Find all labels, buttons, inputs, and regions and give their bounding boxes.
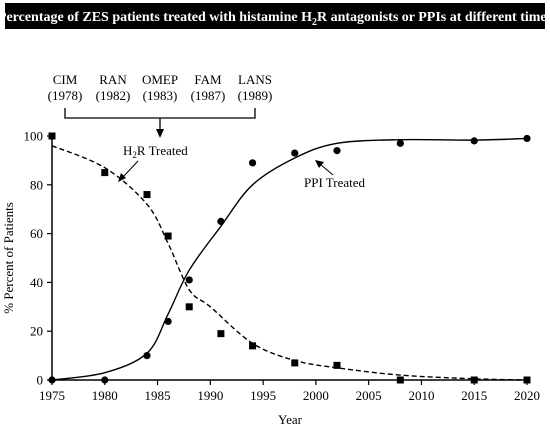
arrow-icon (118, 173, 126, 182)
ppi-label: PPI Treated (304, 175, 366, 190)
x-axis-label: Year (278, 412, 303, 427)
ppi-point (248, 159, 257, 167)
x-ticks: 1975 1980 1985 1990 1995 2000 2005 2010 2015 2020 (39, 380, 540, 403)
ppi-fit-line (51, 137, 528, 381)
h2r-point (48, 132, 56, 140)
ppi-point (523, 134, 531, 143)
ppi-point (143, 352, 151, 360)
drug-bracket (64, 108, 256, 138)
drug-year: (1978) (48, 88, 83, 103)
series-lines (51, 137, 528, 381)
h2r-point (101, 169, 109, 177)
h2r-point (164, 232, 172, 240)
h2r-point (470, 376, 478, 384)
drug-name: FAM (194, 72, 222, 87)
h2r-point (185, 303, 193, 311)
x-tick-label: 2000 (303, 388, 329, 403)
h2r-annotation: H2R Treated (118, 143, 188, 182)
arrow-icon (315, 160, 324, 168)
y-tick-label: 80 (30, 177, 43, 192)
drug-year: (1982) (96, 88, 131, 103)
series-points (48, 132, 531, 384)
x-tick-label: 2005 (356, 388, 382, 403)
x-tick-label: 2015 (461, 388, 487, 403)
drug-year: (1983) (143, 88, 178, 103)
y-tick-label: 0 (37, 373, 44, 388)
drug-name: CIM (53, 72, 78, 87)
h2r-label: H2R Treated (123, 143, 188, 160)
ppi-point (48, 376, 56, 384)
drug-name: OMEP (142, 72, 178, 87)
drug-year: (1987) (191, 88, 226, 103)
ppi-point (470, 137, 478, 145)
h2r-point (291, 359, 299, 367)
ppi-point (185, 276, 193, 284)
drug-name: LANS (238, 72, 272, 87)
ppi-point (164, 317, 172, 326)
ppi-point (333, 147, 341, 155)
y-tick-label: 60 (30, 226, 43, 241)
ppi-point (396, 139, 404, 147)
drug-name: RAN (99, 72, 127, 87)
x-tick-label: 1995 (250, 388, 276, 403)
h2r-point (396, 376, 404, 384)
y-tick-label: 40 (30, 275, 43, 290)
x-tick-label: 1990 (197, 388, 223, 403)
ppi-point (101, 376, 109, 384)
axes (51, 135, 527, 381)
h2r-point (249, 342, 257, 350)
x-tick-label: 1980 (92, 388, 118, 403)
y-axis-label: % Percent of Patients (1, 202, 16, 314)
ppi-point (217, 217, 225, 225)
x-tick-label: 1985 (145, 388, 171, 403)
arrow-down-icon (156, 129, 164, 138)
x-tick-label: 2020 (514, 388, 540, 403)
ppi-annotation: PPI Treated (304, 160, 366, 190)
h2r-point (523, 376, 531, 384)
title-banner (5, 3, 545, 29)
h2r-fit-line (51, 145, 528, 381)
y-tick-label: 100 (24, 129, 44, 144)
h2r-point (143, 191, 151, 199)
h2r-point (217, 330, 225, 338)
x-tick-label: 1975 (39, 388, 65, 403)
y-tick-label: 20 (30, 324, 43, 339)
drug-year: (1989) (238, 88, 273, 103)
chart-title: Percentage of ZES patients treated with … (0, 10, 550, 28)
y-ticks: 0 20 40 60 80 100 (24, 129, 52, 388)
drug-labels: CIM(1978) RAN(1982) OMEP(1983) FAM(1987) LAN… (48, 72, 273, 103)
ppi-point (291, 149, 299, 157)
h2r-point (333, 361, 341, 369)
x-tick-label: 2010 (408, 388, 434, 403)
